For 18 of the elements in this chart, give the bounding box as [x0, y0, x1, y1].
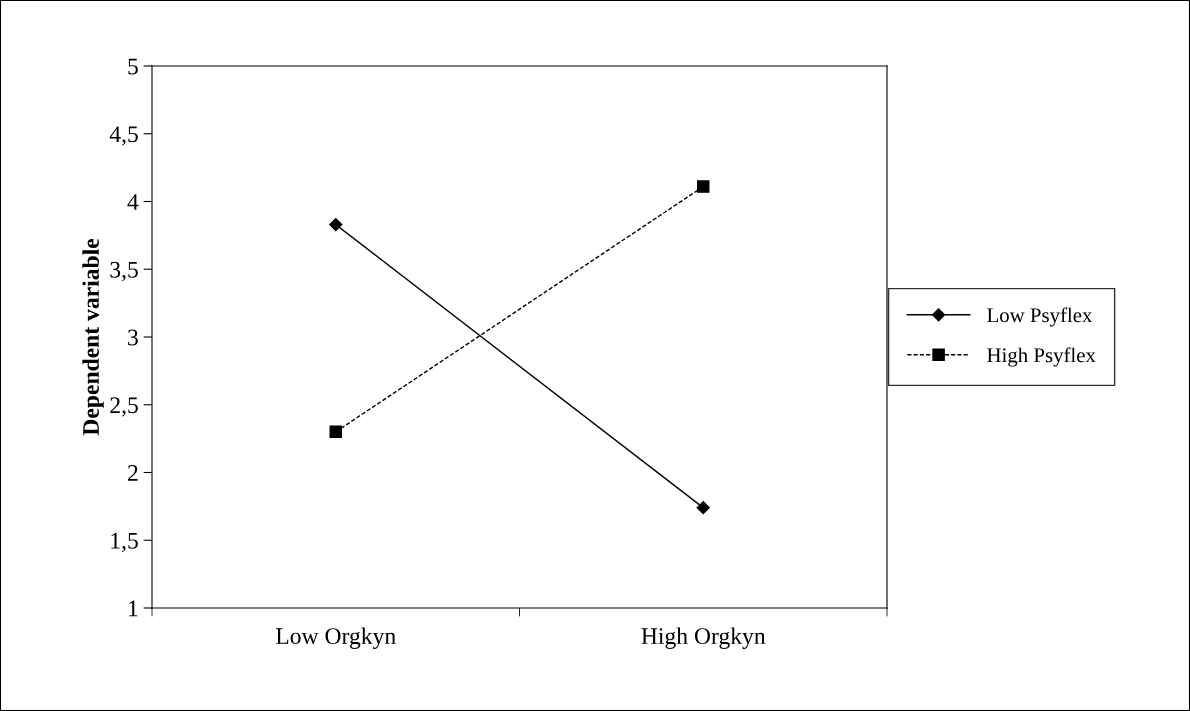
y-tick-label: 2,5 — [110, 397, 138, 417]
legend-label: Low Psyflex — [987, 307, 1093, 327]
y-tick-label: 4,5 — [109, 126, 138, 146]
point — [696, 180, 710, 193]
y-tick-label: 1 — [129, 600, 138, 617]
x-tick-label: Low Orgkyn — [275, 627, 396, 649]
x-tick-label: High Orgkyn — [641, 627, 766, 649]
y-tick-label: 4 — [127, 194, 139, 210]
y-tick-label: 3,5 — [110, 261, 138, 282]
y-tick-label: 2 — [128, 465, 138, 481]
y-tick-label: 3 — [128, 329, 138, 346]
point — [696, 501, 710, 515]
legend-label: High Psyflex — [987, 347, 1096, 367]
y-tick-label: 1,5 — [111, 532, 138, 553]
y-tick-label: 5 — [128, 58, 138, 75]
y-axis-title: Dependent variable — [82, 238, 104, 436]
point — [329, 425, 343, 439]
point — [329, 217, 343, 232]
